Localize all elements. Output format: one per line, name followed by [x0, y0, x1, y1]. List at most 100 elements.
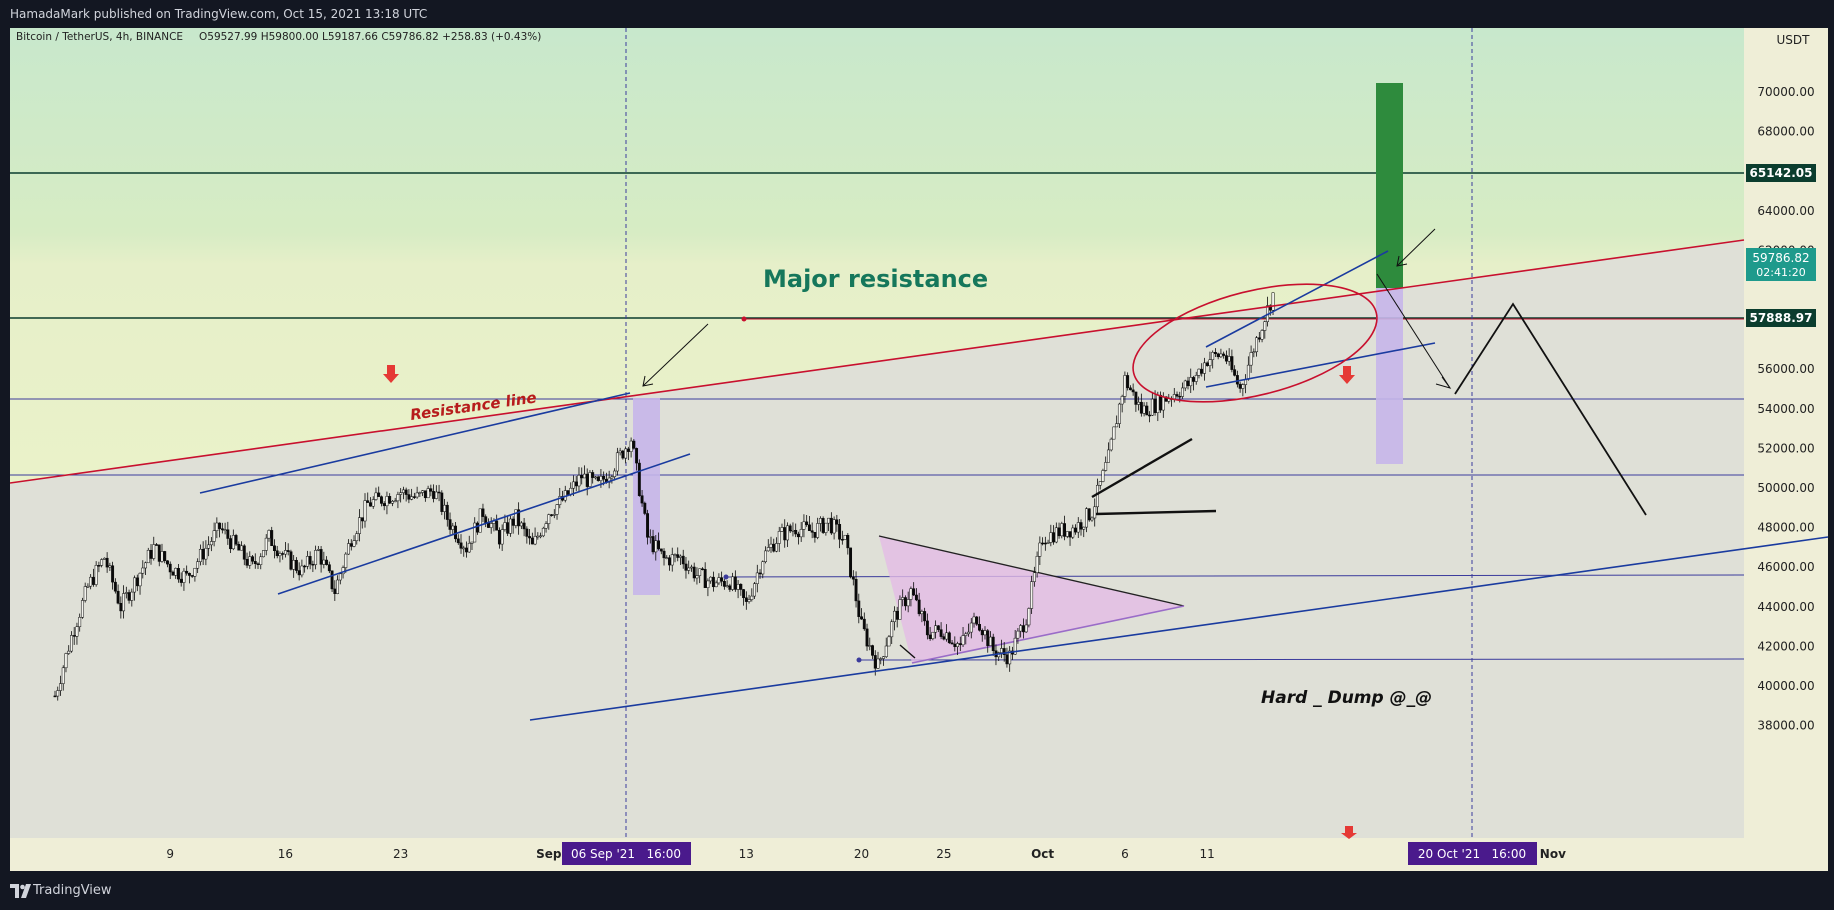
candle-body [1211, 352, 1215, 360]
candle-body [1213, 352, 1217, 355]
candle-body [116, 590, 120, 604]
candle-body [621, 450, 625, 459]
target-box-green[interactable] [1376, 83, 1403, 288]
candle-body [1194, 375, 1198, 382]
candle-body [399, 492, 403, 495]
candle-body [1126, 375, 1130, 389]
measured-move-box-sep[interactable] [633, 398, 660, 595]
date-label-06sep: 06 Sep '21 16:00 [562, 842, 691, 865]
candle-body [665, 557, 669, 559]
candle-body [624, 448, 628, 459]
candle-body [541, 527, 545, 537]
arrow-head-icon [1435, 376, 1452, 389]
footer-bar: TradingView [0, 872, 1834, 910]
channel-lower-aug[interactable] [277, 453, 691, 595]
candle-body [816, 523, 820, 538]
candle-body [1260, 330, 1264, 340]
candle-body [868, 645, 872, 647]
candle-body [602, 475, 606, 480]
time-axis[interactable]: 91623Sep132025Oct61125Nov [166, 847, 1566, 861]
candle-body [709, 576, 713, 582]
candle-body [347, 543, 350, 555]
candle-body [478, 508, 482, 533]
candle-body [637, 462, 641, 496]
candle-body [986, 630, 990, 646]
candle-body [316, 549, 320, 551]
highlight-ellipse[interactable] [1121, 262, 1389, 423]
candle-body [555, 504, 559, 515]
candle-body [97, 565, 101, 567]
candle-body [528, 536, 532, 539]
channel-upper-oct[interactable] [1205, 250, 1389, 348]
measured-move-box-oct[interactable] [1376, 288, 1403, 464]
date-label-text: 06 Sep '21 16:00 [571, 847, 681, 861]
price-label-text: 65142.05 [1749, 166, 1812, 180]
candle-body [607, 477, 611, 483]
flag-lower-line[interactable] [1095, 509, 1217, 516]
price-axis[interactable]: 70000.0068000.0066000.0064000.0062000.00… [1757, 85, 1814, 733]
candle-body [215, 522, 219, 531]
candle-body [975, 616, 979, 625]
candle-body [635, 448, 639, 464]
candle-body [810, 530, 814, 533]
candle-body [574, 481, 578, 487]
candle-body [626, 448, 630, 452]
candle-body [72, 635, 76, 637]
candle-body [122, 593, 126, 612]
candle-body [248, 556, 252, 566]
candle-body [728, 585, 732, 590]
candle-body [662, 550, 666, 559]
candle-body [585, 473, 589, 487]
resistance-line[interactable] [10, 239, 1745, 484]
candle-body [884, 645, 888, 657]
candle-body [1090, 517, 1094, 521]
candle-body [519, 522, 523, 527]
candle-body [1200, 368, 1204, 374]
candlestick-series[interactable] [53, 292, 1275, 701]
candle-body [953, 643, 957, 647]
candle-body [393, 500, 397, 503]
candle-body [111, 565, 115, 583]
candle-body [769, 543, 773, 548]
candle-body [989, 636, 992, 646]
candle-body [330, 570, 334, 590]
candle-body [160, 551, 164, 562]
long-support-line[interactable] [529, 536, 1828, 721]
chart-frame[interactable]: Major resistance Resistance line Hard _ … [10, 28, 1828, 871]
candle-body [550, 514, 553, 516]
candle-body [1002, 648, 1006, 655]
candle-body [1197, 368, 1201, 376]
candle-body [862, 618, 866, 630]
candle-body [349, 543, 353, 547]
candle-body [525, 528, 529, 537]
candle-body [651, 536, 655, 553]
candle-body [758, 572, 762, 575]
candle-body [818, 518, 822, 524]
candle-body [1227, 356, 1231, 362]
candle-body [440, 492, 444, 512]
y-tick-label: 38000.00 [1757, 719, 1814, 733]
x-tick-label: 6 [1121, 847, 1129, 861]
candle-body [668, 557, 671, 566]
projection-path[interactable] [1454, 302, 1647, 516]
candle-body [1137, 401, 1141, 405]
candle-body [1106, 449, 1110, 463]
x-tick-label: Oct [1031, 847, 1054, 861]
brand-name[interactable]: TradingView [33, 883, 112, 898]
candle-body [454, 525, 457, 540]
candle-body [149, 549, 153, 559]
price-chart[interactable]: Major resistance Resistance line Hard _ … [10, 28, 1828, 871]
candle-body [484, 516, 488, 524]
tradingview-logo-icon[interactable] [10, 884, 32, 898]
candle-body [931, 631, 935, 639]
flag-upper-line[interactable] [1091, 437, 1193, 499]
candle-body [144, 562, 147, 569]
symbol-info[interactable]: Bitcoin / TetherUS, 4h, BINANCE [16, 31, 183, 43]
channel-lower-oct[interactable] [1205, 342, 1436, 388]
y-tick-label: 52000.00 [1757, 441, 1814, 455]
candle-body [1049, 532, 1053, 543]
channel-upper-aug[interactable] [199, 392, 631, 494]
candle-body [333, 588, 337, 594]
candle-body [253, 561, 257, 564]
candle-body [421, 490, 425, 493]
